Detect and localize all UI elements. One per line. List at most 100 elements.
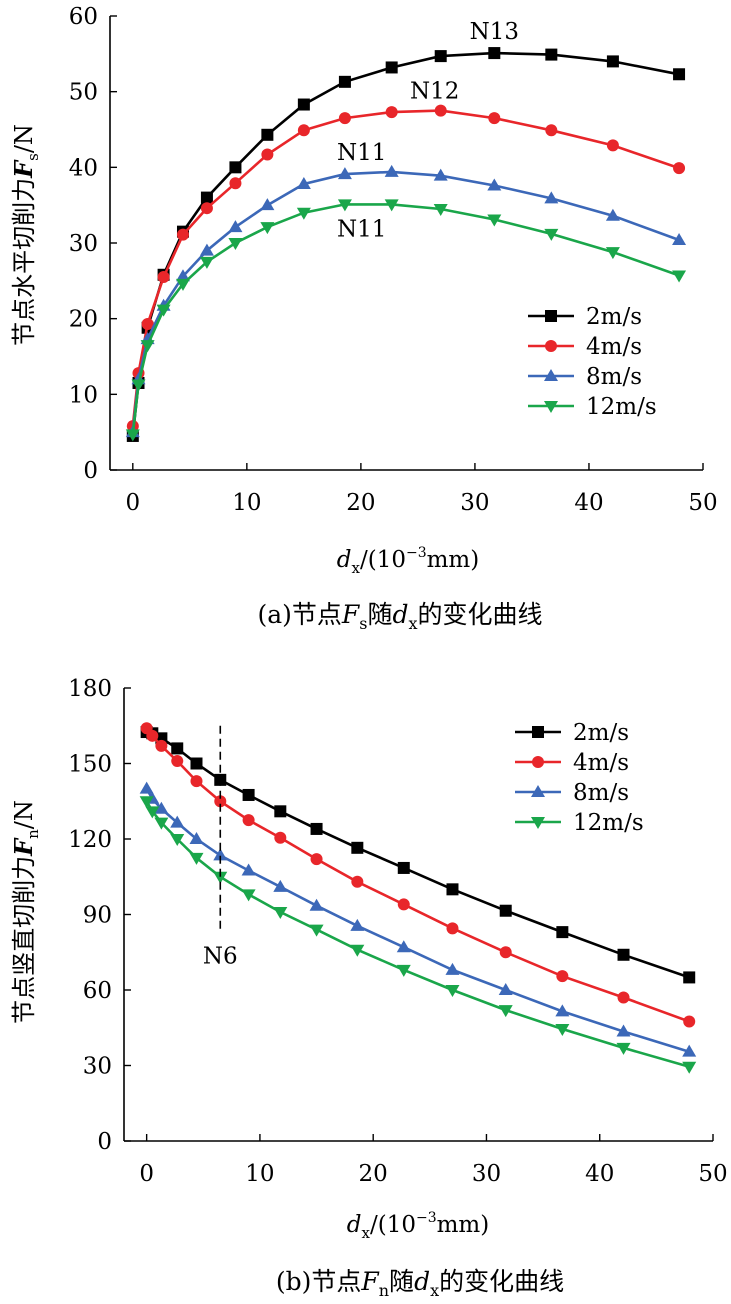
chart-a-data-point (337, 167, 352, 180)
chart-a-data-point (545, 124, 558, 137)
chart-a-data-point (606, 139, 619, 152)
chart-b: 0 30 60 90 120 150 180 0 10 20 30 40 50 N6 2m/s 4m/s 8m/… (9, 676, 728, 1300)
chart-b-data-point (351, 875, 364, 888)
chart-a-data-point (433, 203, 448, 216)
chart-a-series-line (131, 109, 680, 427)
chart-a-data-point (544, 191, 559, 204)
chart-b-data-point (241, 863, 256, 876)
chart-a-data-point (605, 208, 620, 221)
chart-a-data-point (175, 269, 190, 282)
chart-a-xtick-label: 30 (460, 490, 489, 516)
chart-b-series-line (145, 727, 690, 1023)
chart-b-ytick-label: 30 (83, 1054, 112, 1080)
chart-a-ytick-label: 40 (69, 155, 98, 181)
chart-b-caption: (b)节点Fn随dx的变化曲线 (276, 1267, 564, 1300)
chart-a-annotation: N11 (337, 140, 386, 166)
chart-b-data-point (499, 904, 512, 917)
chart-a-data-point (545, 48, 558, 61)
chart-a-xtick-label: 10 (232, 490, 261, 516)
chart-a-ytick-label: 0 (83, 458, 98, 484)
chart-b-data-point (682, 1061, 697, 1074)
chart-b-data-point (213, 848, 228, 861)
chart-a-data-point (297, 124, 310, 137)
chart-b-legend-label: 2m/s (573, 720, 629, 746)
chart-a-data-point (199, 256, 214, 269)
chart-b-data-point (683, 1015, 696, 1028)
chart-a-data-point (672, 232, 687, 245)
chart-b-ytick-label: 90 (83, 903, 112, 929)
chart-b-data-point (396, 964, 411, 977)
chart-b-series-8m-s (139, 781, 697, 1057)
chart-b-data-point (242, 814, 255, 827)
chart-a-legend-marker (545, 310, 557, 322)
chart-b-data-point (310, 822, 323, 835)
chart-b-data-point (683, 971, 696, 984)
chart-a-data-point (488, 47, 501, 60)
chart-a-data-point (131, 379, 146, 392)
chart-b-xtick-label: 0 (139, 1161, 154, 1187)
chart-b-annotation: N6 (203, 944, 238, 970)
chart-b-data-point (350, 944, 365, 957)
chart-a-annotation: N12 (410, 79, 459, 105)
chart-a-xtick-label: 40 (574, 490, 603, 516)
chart-b-xtick-label: 30 (472, 1161, 501, 1187)
chart-b-ylabel: 节点竖直切削力Fn/N (9, 800, 42, 1024)
chart-a-xtick-label: 20 (346, 490, 375, 516)
chart-b-data-point (498, 983, 513, 995)
chart-b-data-point (171, 742, 184, 755)
chart-a-legend-label: 12m/s (586, 394, 657, 420)
chart-b-xtick-label: 50 (698, 1161, 727, 1187)
chart-b-ytick-label: 60 (83, 978, 112, 1004)
chart-b-data-point (617, 948, 630, 961)
chart-b-xlabel: dx/(10−3mm) (347, 1210, 489, 1242)
chart-a-data-point (434, 104, 447, 117)
chart-b-data-point (396, 940, 411, 953)
chart-a-data-point (200, 202, 213, 215)
chart-a-data-point (605, 247, 620, 260)
chart-b-data-point (556, 926, 569, 939)
chart-a-xlabel: dx/(10−3mm) (337, 545, 479, 577)
chart-b-data-point (190, 757, 203, 770)
chart-a-xtick-label: 0 (125, 490, 140, 516)
chart-a-series-12m-s (125, 199, 687, 442)
chart-a-data-point (487, 214, 502, 227)
chart-b-ytick-label: 150 (68, 752, 112, 778)
chart-b-data-point (556, 970, 569, 983)
chart-b-legend-label: 12m/s (573, 810, 644, 836)
chart-a-data-point (433, 168, 448, 181)
chart-a-legend: 2m/s 4m/s 8m/s 12m/s (528, 304, 657, 420)
chart-b-data-point (310, 853, 323, 866)
chart-b-data-point (682, 1044, 697, 1057)
chart-b-data-point (446, 883, 459, 896)
chart-b-data-point (146, 729, 159, 742)
chart-b-legend: 2m/s 4m/s 8m/s 12m/s (515, 720, 644, 836)
chart-b-ytick-label: 0 (97, 1129, 112, 1155)
chart-b-data-point (139, 796, 154, 809)
chart-b-data-point (155, 739, 168, 752)
chart-b-data-point (154, 817, 169, 830)
chart-a-ylabel: 节点水平切削力Fs/N (9, 124, 42, 346)
chart-a-data-point (672, 270, 687, 283)
chart-b-data-point (555, 1004, 570, 1017)
chart-b-data-point (555, 1024, 570, 1037)
chart-b-data-point (446, 922, 459, 935)
chart-b-data-point (273, 906, 288, 919)
chart-a-series-line (131, 170, 680, 433)
chart-b-legend-marker (531, 817, 545, 829)
chart-a-data-point (384, 164, 399, 177)
chart-a-ytick-label: 30 (69, 231, 98, 257)
chart-b-data-point (139, 781, 154, 794)
chart-a-data-point (296, 207, 311, 220)
chart-b-data-point (445, 962, 460, 975)
chart-b-series-line (145, 800, 690, 1069)
chart-a-ytick-label: 10 (69, 382, 98, 408)
chart-b-legend-label: 4m/s (573, 750, 629, 776)
chart-a-data-point (228, 238, 243, 250)
chart-a-data-point (261, 148, 274, 161)
chart-a-data-point (544, 228, 559, 241)
chart-a-data-point (157, 271, 170, 284)
chart-a-data-point (296, 176, 311, 189)
chart-b-ytick-label: 180 (68, 676, 112, 702)
chart-b-data-point (499, 946, 512, 959)
chart-a-legend-marker (545, 340, 557, 352)
